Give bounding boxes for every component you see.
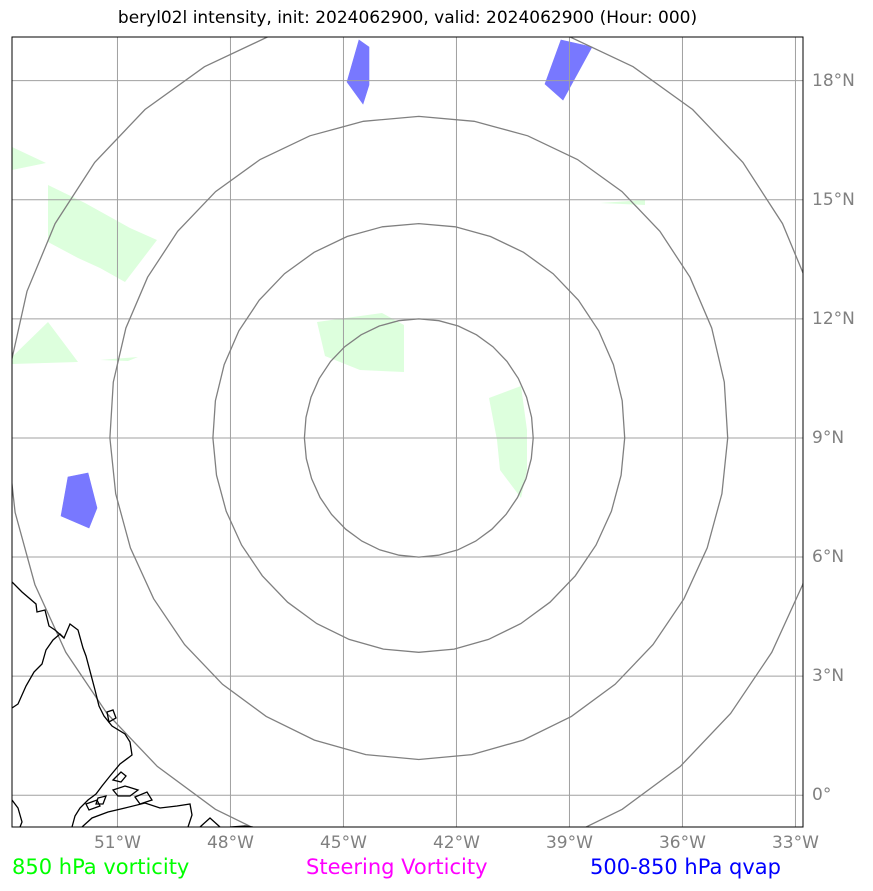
qvap-patch xyxy=(60,472,98,529)
range-ring xyxy=(212,222,626,653)
range-ring xyxy=(303,318,534,558)
y-tick-label: 12°N xyxy=(812,308,855,329)
range-ring xyxy=(12,37,803,827)
x-tick-label: 51°W xyxy=(93,833,141,853)
x-tick-label: 33°W xyxy=(771,833,819,853)
coastline-bay xyxy=(12,633,65,709)
coastline xyxy=(12,581,254,827)
vorticity-patch xyxy=(489,386,527,498)
coastline-island xyxy=(95,795,108,805)
legend-850-vorticity: 850 hPa vorticity xyxy=(12,855,190,879)
x-tick-label: 45°W xyxy=(319,833,367,853)
vorticity-patch xyxy=(48,185,157,282)
vorticity-patch xyxy=(600,200,645,205)
y-tick-label: 18°N xyxy=(812,70,855,91)
coastline-mainland xyxy=(12,581,133,827)
vorticity-patch xyxy=(12,147,46,170)
map-frame xyxy=(11,36,804,828)
vorticity-patch xyxy=(317,313,404,372)
qvap-patch xyxy=(346,39,370,105)
coastline-island xyxy=(111,771,127,783)
coastline-island xyxy=(106,709,117,724)
graticule xyxy=(12,37,803,827)
legend-qvap: 500-850 hPa qvap xyxy=(590,855,781,879)
x-tick-label: 48°W xyxy=(206,833,254,853)
vorticity-patch xyxy=(12,322,78,364)
x-tick-label: 39°W xyxy=(545,833,593,853)
legend-steering-vorticity: Steering Vorticity xyxy=(306,855,488,879)
y-tick-label: 15°N xyxy=(812,189,855,210)
coastline-edge xyxy=(12,799,23,827)
coastline-south xyxy=(199,817,221,827)
qvap-500-850-layer xyxy=(60,39,593,529)
x-tick-label: 42°W xyxy=(432,833,480,853)
coastline-island xyxy=(85,799,101,811)
range-rings xyxy=(12,37,803,827)
x-tick-label: 36°W xyxy=(658,833,706,853)
y-tick-label: 6°N xyxy=(812,547,845,568)
coastline-island xyxy=(133,791,153,805)
range-ring xyxy=(109,115,729,761)
y-tick-label: 3°N xyxy=(812,666,845,687)
coastline-south xyxy=(81,802,193,827)
qvap-patch xyxy=(544,39,593,101)
coastline-island xyxy=(111,785,140,797)
map-title: beryl02l intensity, init: 2024062900, va… xyxy=(117,8,698,28)
y-tick-label: 9°N xyxy=(812,427,845,448)
y-tick-label: 0° xyxy=(812,785,832,806)
